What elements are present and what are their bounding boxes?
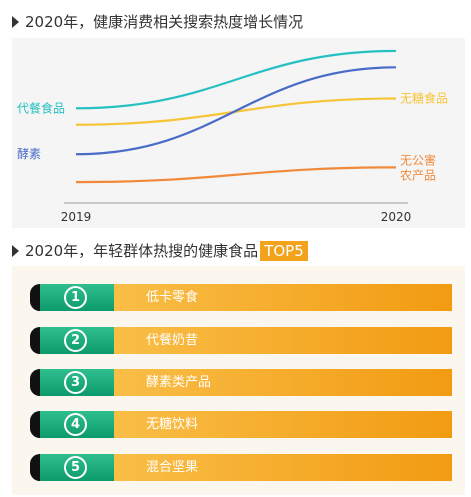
ranking-item: 5 混合坚果 — [30, 454, 452, 481]
rank-tab-cap — [30, 327, 40, 354]
rank-bar — [114, 284, 452, 311]
rank-number-badge: 1 — [64, 286, 87, 309]
series-label: 无公害 — [400, 152, 436, 167]
chart-section-title: 2020年，健康消费相关搜索热度增长情况 — [12, 11, 303, 32]
x-tick-label: 2019 — [61, 210, 92, 224]
rank-tab-cap — [30, 284, 40, 311]
triangle-marker-icon — [12, 15, 19, 28]
rank-label: 无糖饮料 — [146, 417, 199, 432]
rank-number-badge: 2 — [64, 329, 87, 352]
triangle-marker-icon — [12, 244, 19, 257]
ranking-item: 1 低卡零食 — [30, 284, 452, 311]
rank-bar — [114, 454, 452, 481]
rank-label: 低卡零食 — [146, 290, 199, 305]
series-line — [75, 49, 397, 110]
ranking-item: 2 代餐奶昔 — [30, 327, 452, 354]
x-tick-label: 2020 — [381, 210, 412, 224]
series-label: 农产品 — [400, 168, 436, 182]
rank-number-badge: 3 — [64, 371, 87, 394]
top5-badge: TOP5 — [260, 240, 308, 261]
ranking-section-title: 2020年，年轻群体热搜的健康食品 TOP5 — [12, 240, 308, 261]
ranking-title-text: 2020年，年轻群体热搜的健康食品 — [25, 242, 259, 260]
rank-tab-cap — [30, 369, 40, 396]
rank-label: 混合坚果 — [146, 460, 199, 475]
rank-bar — [114, 327, 452, 354]
line-chart-panel: 2019 2020 代餐食品 无糖食品酵素 无公害 农产品 — [12, 38, 465, 228]
rank-tab-cap — [30, 454, 40, 481]
series-label: 酵素 — [17, 147, 41, 161]
series-line — [75, 166, 397, 184]
ranking-panel: 1 低卡零食 2 代餐奶昔 3 酵素类产品 4 无糖饮料 5 混合坚果 — [12, 266, 465, 495]
rank-number-badge: 5 — [64, 456, 87, 479]
series-label: 无糖食品 — [400, 90, 448, 105]
series-label: 代餐食品 — [17, 100, 65, 115]
rank-bar — [114, 369, 452, 396]
ranking-item: 4 无糖饮料 — [30, 411, 452, 438]
rank-number-badge: 4 — [64, 413, 87, 436]
ranking-item: 3 酵素类产品 — [30, 369, 452, 396]
chart-title-text: 2020年，健康消费相关搜索热度增长情况 — [25, 13, 304, 31]
rank-label: 酵素类产品 — [146, 375, 212, 390]
rank-label: 代餐奶昔 — [146, 333, 199, 348]
rank-bar — [114, 411, 452, 438]
rank-tab-cap — [30, 411, 40, 438]
series-line — [75, 66, 397, 156]
